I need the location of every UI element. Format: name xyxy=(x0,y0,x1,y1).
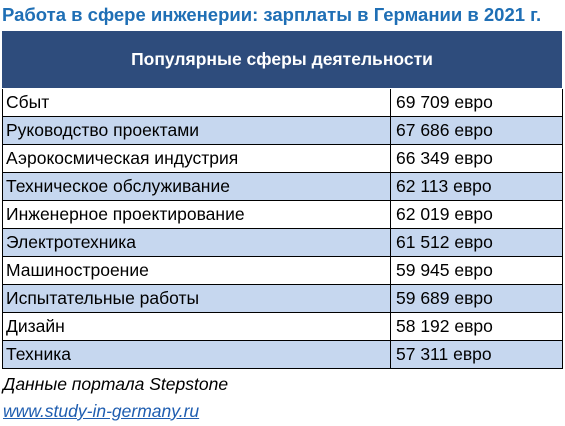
salary-value: 61 512 евро xyxy=(390,228,563,257)
table-row: Руководство проектами 67 686 евро xyxy=(2,116,563,145)
table-row: Техника 57 311 евро xyxy=(2,340,563,369)
salary-value: 67 686 евро xyxy=(390,116,563,145)
table-row: Дизайн 58 192 евро xyxy=(2,312,563,341)
field-name: Сбыт xyxy=(2,89,391,117)
field-name: Дизайн xyxy=(2,312,391,341)
field-name: Руководство проектами xyxy=(2,116,391,145)
table-row: Машиностроение 59 945 евро xyxy=(2,256,563,285)
page-title: Работа в сфере инженерии: зарплаты в Гер… xyxy=(2,4,542,25)
table-row: Аэрокосмическая индустрия 66 349 евро xyxy=(2,144,563,173)
salary-value: 59 689 евро xyxy=(390,284,563,313)
field-name: Электротехника xyxy=(2,228,391,257)
table-row: Испытательные работы 59 689 евро xyxy=(2,284,563,313)
salary-table: Сбыт 69 709 евро Руководство проектами 6… xyxy=(2,89,563,369)
salary-value: 66 349 евро xyxy=(390,144,563,173)
table-header: Популярные сферы деятельности xyxy=(2,31,562,88)
website-link[interactable]: www.study-in-germany.ru xyxy=(3,401,200,421)
source-note: Данные портала Stepstone xyxy=(3,374,229,394)
field-name: Техника xyxy=(2,340,391,369)
field-name: Испытательные работы xyxy=(2,284,391,313)
field-name: Техническое обслуживание xyxy=(2,172,391,201)
table-row: Инженерное проектирование 62 019 евро xyxy=(2,200,563,229)
salary-value: 57 311 евро xyxy=(390,340,563,369)
table-row: Техническое обслуживание 62 113 евро xyxy=(2,172,563,201)
salary-value: 62 019 евро xyxy=(390,200,563,229)
table-row: Сбыт 69 709 евро xyxy=(2,89,563,117)
table-row: Электротехника 61 512 евро xyxy=(2,228,563,257)
salary-value: 69 709 евро xyxy=(390,89,563,117)
salary-value: 59 945 евро xyxy=(390,256,563,285)
field-name: Машиностроение xyxy=(2,256,391,285)
field-name: Инженерное проектирование xyxy=(2,200,391,229)
field-name: Аэрокосмическая индустрия xyxy=(2,144,391,173)
salary-value: 62 113 евро xyxy=(390,172,563,201)
salary-value: 58 192 евро xyxy=(390,312,563,341)
